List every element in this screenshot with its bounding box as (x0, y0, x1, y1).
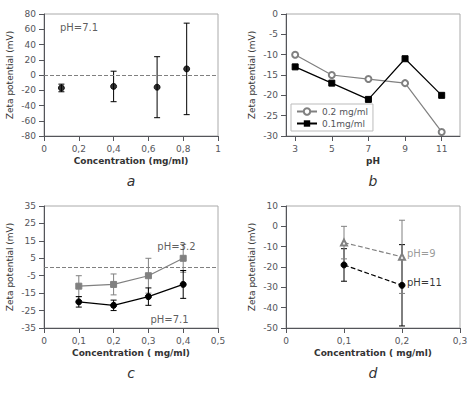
svg-text:0,4: 0,4 (106, 144, 121, 154)
svg-text:0: 0 (283, 336, 289, 346)
svg-text:0,2: 0,2 (395, 336, 409, 346)
svg-text:0,4: 0,4 (176, 336, 191, 346)
svg-text:-25: -25 (21, 306, 36, 316)
svg-text:0,2: 0,2 (106, 336, 120, 346)
svg-text:25: 25 (25, 218, 36, 228)
svg-text:3: 3 (292, 144, 298, 154)
svg-text:-10: -10 (263, 50, 278, 60)
svg-text:pH=7.1: pH=7.1 (150, 314, 188, 325)
svg-text:7: 7 (366, 144, 372, 154)
svg-text:0,8: 0,8 (176, 144, 191, 154)
svg-text:Zeta potential (mV): Zeta potential (mV) (5, 223, 15, 311)
svg-text:35: 35 (25, 201, 36, 211)
svg-text:Concentration ( mg/ml): Concentration ( mg/ml) (72, 348, 190, 358)
svg-text:0,1: 0,1 (337, 336, 351, 346)
svg-text:0,1: 0,1 (72, 336, 86, 346)
svg-text:a: a (127, 173, 136, 189)
svg-text:5: 5 (329, 144, 335, 154)
svg-text:1: 1 (215, 144, 221, 154)
svg-text:-50: -50 (263, 323, 278, 333)
svg-text:-40: -40 (263, 303, 278, 313)
svg-text:Zeta potential (mV): Zeta potential (mV) (247, 223, 257, 311)
svg-text:0,5: 0,5 (211, 336, 225, 346)
svg-text:0,2: 0,2 (72, 144, 86, 154)
svg-text:-25: -25 (263, 111, 278, 121)
svg-text:-40: -40 (21, 101, 36, 111)
svg-text:0: 0 (41, 336, 47, 346)
svg-text:b: b (369, 173, 378, 189)
svg-text:Concentration ( mg/ml): Concentration ( mg/ml) (314, 348, 432, 358)
svg-text:-30: -30 (263, 282, 278, 292)
svg-text:0,3: 0,3 (453, 336, 467, 346)
svg-text:0: 0 (272, 221, 278, 231)
svg-text:pH=3.2: pH=3.2 (157, 241, 195, 252)
svg-text:0.1mg/ml: 0.1mg/ml (322, 119, 365, 129)
svg-text:pH: pH (366, 156, 380, 166)
svg-text:80: 80 (25, 9, 37, 19)
svg-text:0,6: 0,6 (141, 144, 156, 154)
svg-text:-20: -20 (21, 85, 36, 95)
svg-text:Concentration (mg/ml): Concentration (mg/ml) (74, 156, 189, 166)
svg-text:-30: -30 (263, 131, 278, 141)
svg-text:-5: -5 (27, 271, 36, 281)
svg-text:-35: -35 (21, 323, 36, 333)
svg-text:-80: -80 (21, 131, 36, 141)
svg-text:pH=11: pH=11 (407, 277, 442, 288)
svg-text:9: 9 (402, 144, 408, 154)
svg-text:20: 20 (25, 55, 37, 65)
svg-text:40: 40 (25, 40, 37, 50)
svg-text:0.2 mg/ml: 0.2 mg/ml (322, 107, 368, 117)
svg-text:10: 10 (267, 201, 279, 211)
svg-text:0,3: 0,3 (141, 336, 155, 346)
svg-text:Zeta potential (mV): Zeta potential (mV) (5, 31, 15, 119)
svg-text:d: d (369, 365, 378, 381)
svg-text:0: 0 (41, 144, 47, 154)
svg-text:pH=9: pH=9 (407, 248, 436, 259)
svg-text:-20: -20 (263, 90, 278, 100)
svg-text:-20: -20 (263, 262, 278, 272)
svg-text:-5: -5 (269, 29, 278, 39)
svg-text:5: 5 (30, 253, 36, 263)
svg-text:-15: -15 (263, 70, 278, 80)
svg-text:11: 11 (436, 144, 447, 154)
svg-text:-15: -15 (21, 288, 36, 298)
svg-text:pH=7.1: pH=7.1 (60, 22, 98, 33)
svg-text:15: 15 (25, 236, 36, 246)
svg-text:0: 0 (272, 9, 278, 19)
svg-text:-10: -10 (263, 242, 278, 252)
svg-text:0: 0 (30, 70, 36, 80)
svg-text:c: c (127, 365, 135, 381)
svg-text:Zeta potential (mV): Zeta potential (mV) (247, 31, 257, 119)
svg-text:-60: -60 (21, 116, 36, 126)
svg-text:60: 60 (25, 24, 37, 34)
